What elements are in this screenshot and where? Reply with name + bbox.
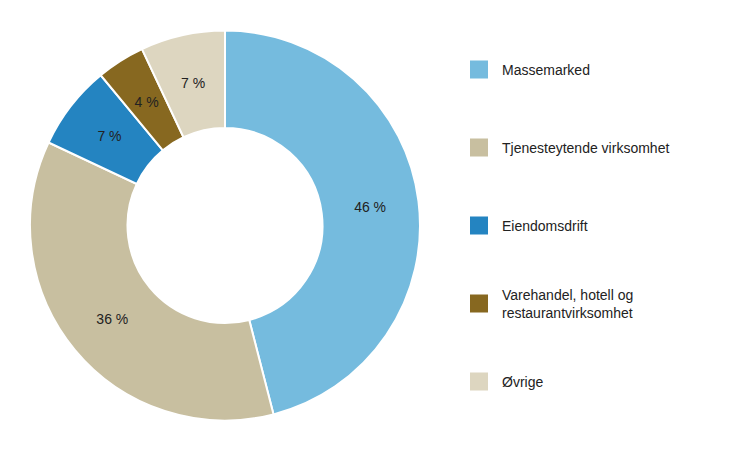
data-label: 7 % (181, 75, 205, 91)
chart-container: 46 % 36 % 7 % 4 % 7 % Massemarked Tjenesteyten… (0, 0, 751, 451)
chart-svg: 46 % 36 % 7 % 4 % 7 % Massemarked Tjenesteyten… (0, 0, 751, 451)
legend-swatch (470, 373, 488, 391)
legend-label-line: Varehandel, hotell og (502, 287, 633, 303)
legend-label: Varehandel, hotell og restaurantvirksomhe… (502, 287, 633, 321)
data-label: 7 % (97, 128, 121, 144)
legend-label: Øvrige (502, 374, 543, 390)
legend-label-line: Øvrige (502, 374, 543, 390)
legend-label-line: Massemarked (502, 62, 590, 78)
data-label: 46 % (354, 199, 386, 215)
legend-label: Massemarked (502, 62, 590, 78)
legend-label-line: Tjenesteytende virksomhet (502, 140, 669, 156)
legend-swatch (470, 139, 488, 157)
legend-label-line: Eiendomsdrift (502, 218, 588, 234)
data-labels: 46 % 36 % 7 % 4 % 7 % (96, 75, 386, 327)
legend-swatch (470, 61, 488, 79)
slice (142, 31, 225, 138)
slices (30, 31, 420, 421)
data-label: 4 % (135, 94, 159, 110)
legend-label: Tjenesteytende virksomhet (502, 140, 669, 156)
legend-swatch (470, 217, 488, 235)
legend-label: Eiendomsdrift (502, 218, 588, 234)
data-label: 36 % (96, 311, 128, 327)
legend: Massemarked Tjenesteytende virksomhet Eien… (470, 61, 669, 391)
legend-swatch (470, 295, 488, 313)
legend-label-line: restaurantvirksomhet (502, 305, 633, 321)
slice (30, 142, 273, 420)
